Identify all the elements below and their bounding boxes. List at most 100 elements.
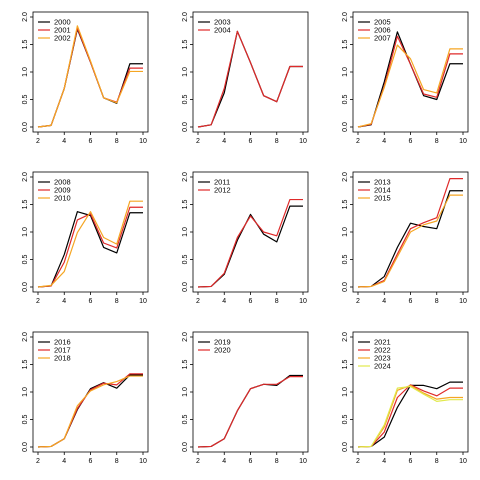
y-tick-label: 1.5 [182,360,189,370]
legend-label: 2022 [374,346,391,355]
legend-label: 2019 [214,338,231,347]
series-line-2016 [37,374,143,448]
series-line-2024 [357,385,463,448]
x-tick-label: 8 [275,458,279,465]
y-tick-label: 1.5 [22,200,29,210]
series-line-2017 [37,373,143,448]
legend-label: 2016 [54,338,71,347]
y-tick-label: 1.0 [22,67,29,77]
x-tick-label: 4 [222,298,226,305]
legend-label: 2004 [214,26,231,35]
x-tick-label: 6 [409,458,413,465]
y-tick-label: 0.5 [342,415,349,425]
series-line-2008 [37,211,143,288]
legend-label: 2009 [54,186,71,195]
y-tick-label: 2.0 [182,332,189,342]
series-line-2020 [197,376,303,448]
x-tick-label: 10 [459,458,467,465]
x-tick-label: 8 [435,298,439,305]
y-tick-label: 0.0 [182,282,189,292]
x-tick-label: 6 [249,138,253,145]
x-tick-label: 4 [222,138,226,145]
x-tick-label: 6 [89,138,93,145]
x-tick-label: 6 [89,458,93,465]
legend-label: 2006 [374,26,391,35]
x-tick-label: 4 [382,298,386,305]
x-tick-label: 8 [435,138,439,145]
y-tick-label: 1.5 [182,40,189,50]
y-tick-label: 1.0 [22,227,29,237]
legend-label: 2023 [374,354,391,363]
y-tick-label: 0.5 [182,415,189,425]
y-tick-label: 1.5 [182,200,189,210]
series-line-2005 [357,31,463,128]
y-tick-label: 1.0 [342,67,349,77]
legend-label: 2020 [214,346,231,355]
legend-label: 2014 [374,186,391,195]
y-tick-label: 0.5 [22,255,29,265]
series-line-2018 [37,375,143,448]
x-tick-label: 8 [275,138,279,145]
x-tick-label: 2 [36,138,40,145]
y-tick-label: 0.5 [342,255,349,265]
series-line-2012 [197,198,303,288]
y-tick-label: 0.0 [342,282,349,292]
x-tick-label: 8 [275,298,279,305]
series-line-2022 [357,384,463,448]
y-tick-label: 1.0 [182,227,189,237]
plot-frame [192,11,309,133]
legend-label: 2021 [374,338,391,347]
y-tick-label: 1.0 [182,387,189,397]
y-tick-label: 1.0 [182,67,189,77]
x-tick-label: 10 [299,138,307,145]
y-tick-label: 1.5 [342,40,349,50]
x-tick-label: 4 [222,458,226,465]
legend-label: 2007 [374,34,391,43]
plot-frame [32,171,149,293]
legend-label: 2003 [214,18,231,27]
y-tick-label: 0.0 [22,122,29,132]
x-tick-label: 2 [196,458,200,465]
legend-label: 2015 [374,194,391,203]
x-tick-label: 10 [299,458,307,465]
y-tick-label: 2.0 [342,172,349,182]
x-tick-label: 6 [409,138,413,145]
series-line-2004 [197,30,303,128]
y-tick-label: 0.5 [342,95,349,105]
x-tick-label: 8 [435,458,439,465]
y-tick-label: 0.5 [22,415,29,425]
plot-frame [352,331,469,453]
x-tick-label: 10 [299,298,307,305]
y-tick-label: 1.0 [342,227,349,237]
legend-label: 2018 [54,354,71,363]
series-line-2023 [357,384,463,448]
x-tick-label: 2 [36,458,40,465]
x-tick-label: 2 [356,458,360,465]
x-tick-label: 2 [356,138,360,145]
x-tick-label: 10 [139,458,147,465]
series-line-2013 [357,190,463,288]
legend-label: 2013 [374,178,391,187]
x-tick-label: 4 [62,458,66,465]
x-tick-label: 2 [36,298,40,305]
x-tick-label: 10 [139,298,147,305]
y-tick-label: 0.0 [22,442,29,452]
y-tick-label: 1.5 [342,360,349,370]
y-tick-label: 2.0 [22,172,29,182]
x-tick-label: 10 [459,298,467,305]
legend-label: 2024 [374,362,391,371]
y-tick-label: 1.0 [342,387,349,397]
series-line-2019 [197,374,303,448]
series-line-2006 [357,35,463,128]
y-tick-label: 2.0 [182,172,189,182]
x-tick-label: 8 [115,298,119,305]
y-tick-label: 0.0 [342,442,349,452]
x-tick-label: 2 [196,138,200,145]
legend-label: 2002 [54,34,71,43]
